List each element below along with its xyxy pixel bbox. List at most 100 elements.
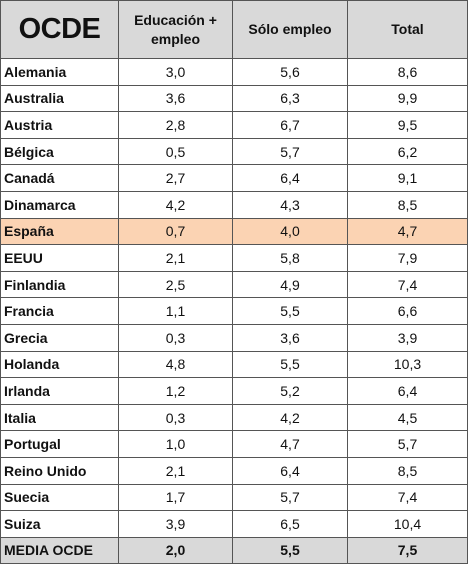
education-employment-cell: 0,3: [118, 323, 233, 352]
average-education-employment: 2,0: [118, 536, 233, 565]
education-employment-cell: 2,8: [118, 111, 233, 139]
education-employment-cell: 0,3: [118, 403, 233, 432]
table-row: Alemania 3,0 5,6 8,6: [0, 58, 468, 86]
total-cell: 7,4: [347, 270, 468, 299]
employment-only-cell: 6,7: [232, 111, 348, 139]
total-cell: 8,5: [347, 456, 468, 485]
education-employment-cell: 4,8: [118, 350, 233, 379]
table-row: Holanda 4,8 5,5 10,3: [0, 350, 468, 379]
country-cell: Dinamarca: [0, 190, 119, 219]
table-row: Austria 2,8 6,7 9,5: [0, 111, 468, 139]
employment-only-cell: 5,8: [232, 244, 348, 272]
education-employment-cell: 3,9: [118, 510, 233, 538]
education-employment-cell: 1,0: [118, 430, 233, 458]
total-cell: 10,4: [347, 510, 468, 538]
employment-only-cell: 5,7: [232, 483, 348, 512]
table-row: Bélgica 0,5 5,7 6,2: [0, 137, 468, 166]
header-row: OCDE Educación + empleo Sólo empleo Tota…: [0, 0, 468, 59]
country-cell: Alemania: [0, 58, 119, 86]
employment-only-cell: 4,3: [232, 190, 348, 219]
table-row: Suiza 3,9 6,5 10,4: [0, 510, 468, 538]
table-row: Grecia 0,3 3,6 3,9: [0, 323, 468, 352]
employment-only-cell: 5,7: [232, 137, 348, 166]
country-cell: Reino Unido: [0, 456, 119, 485]
total-cell: 6,2: [347, 137, 468, 166]
country-cell: Suecia: [0, 483, 119, 512]
education-employment-cell: 1,7: [118, 483, 233, 512]
total-cell: 4,7: [347, 217, 468, 246]
average-row: MEDIA OCDE 2,0 5,5 7,5: [0, 536, 468, 565]
total-cell: 9,1: [347, 164, 468, 192]
average-total: 7,5: [347, 536, 468, 565]
table-row: Reino Unido 2,1 6,4 8,5: [0, 456, 468, 485]
country-cell: Italia: [0, 403, 119, 432]
employment-only-cell: 4,0: [232, 217, 348, 246]
country-cell: Austria: [0, 111, 119, 139]
employment-only-cell: 5,2: [232, 377, 348, 405]
total-cell: 3,9: [347, 323, 468, 352]
education-employment-cell: 1,2: [118, 377, 233, 405]
country-cell: Holanda: [0, 350, 119, 379]
country-cell: Bélgica: [0, 137, 119, 166]
education-employment-cell: 4,2: [118, 190, 233, 219]
table-row: Australia 3,6 6,3 9,9: [0, 84, 468, 113]
employment-only-cell: 5,6: [232, 58, 348, 86]
country-cell: Australia: [0, 84, 119, 113]
employment-only-cell: 6,5: [232, 510, 348, 538]
table-row: Irlanda 1,2 5,2 6,4: [0, 377, 468, 405]
education-employment-cell: 3,6: [118, 84, 233, 113]
country-cell: España: [0, 217, 119, 246]
total-cell: 10,3: [347, 350, 468, 379]
total-cell: 8,6: [347, 58, 468, 86]
education-employment-cell: 2,5: [118, 270, 233, 299]
table-row: Italia 0,3 4,2 4,5: [0, 403, 468, 432]
column-header-education-employment: Educación + empleo: [118, 0, 233, 59]
country-cell: Grecia: [0, 323, 119, 352]
employment-only-cell: 4,7: [232, 430, 348, 458]
total-cell: 8,5: [347, 190, 468, 219]
table-row: Dinamarca 4,2 4,3 8,5: [0, 190, 468, 219]
employment-only-cell: 6,4: [232, 456, 348, 485]
total-cell: 9,5: [347, 111, 468, 139]
table-row: Francia 1,1 5,5 6,6: [0, 297, 468, 325]
country-cell: Francia: [0, 297, 119, 325]
employment-only-cell: 4,9: [232, 270, 348, 299]
total-cell: 4,5: [347, 403, 468, 432]
country-cell: Irlanda: [0, 377, 119, 405]
table-row: EEUU 2,1 5,8 7,9: [0, 244, 468, 272]
table-body: Alemania 3,0 5,6 8,6 Australia 3,6 6,3 9,9 Austr…: [0, 58, 468, 565]
education-employment-cell: 3,0: [118, 58, 233, 86]
employment-only-cell: 5,5: [232, 297, 348, 325]
education-employment-cell: 0,5: [118, 137, 233, 166]
average-label: MEDIA OCDE: [0, 536, 119, 565]
total-cell: 6,4: [347, 377, 468, 405]
country-cell: Portugal: [0, 430, 119, 458]
total-cell: 7,9: [347, 244, 468, 272]
employment-only-cell: 6,4: [232, 164, 348, 192]
country-cell: Finlandia: [0, 270, 119, 299]
education-employment-cell: 0,7: [118, 217, 233, 246]
education-employment-cell: 2,7: [118, 164, 233, 192]
column-header-total: Total: [347, 0, 468, 59]
table-header: OCDE Educación + empleo Sólo empleo Tota…: [0, 0, 468, 59]
country-cell: Suiza: [0, 510, 119, 538]
table-row: España 0,7 4,0 4,7: [0, 217, 468, 246]
employment-only-cell: 6,3: [232, 84, 348, 113]
table-row: Suecia 1,7 5,7 7,4: [0, 483, 468, 512]
table-row: Portugal 1,0 4,7 5,7: [0, 430, 468, 458]
total-cell: 7,4: [347, 483, 468, 512]
total-cell: 6,6: [347, 297, 468, 325]
country-cell: Canadá: [0, 164, 119, 192]
education-employment-cell: 2,1: [118, 244, 233, 272]
table-row: Canadá 2,7 6,4 9,1: [0, 164, 468, 192]
employment-only-cell: 4,2: [232, 403, 348, 432]
total-cell: 9,9: [347, 84, 468, 113]
average-employment-only: 5,5: [232, 536, 348, 565]
corner-label: OCDE: [0, 0, 119, 59]
column-header-employment-only: Sólo empleo: [232, 0, 348, 59]
employment-only-cell: 5,5: [232, 350, 348, 379]
country-cell: EEUU: [0, 244, 119, 272]
total-cell: 5,7: [347, 430, 468, 458]
education-employment-cell: 1,1: [118, 297, 233, 325]
